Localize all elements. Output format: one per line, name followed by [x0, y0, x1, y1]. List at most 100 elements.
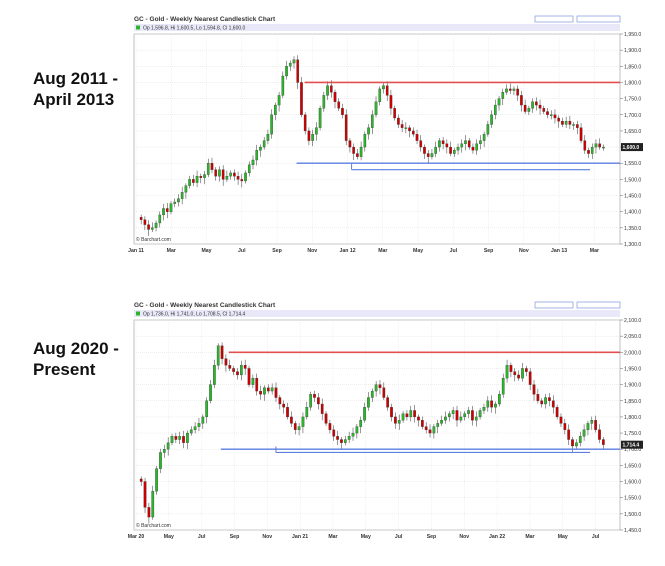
- candle-body: [214, 169, 218, 177]
- candle-body: [467, 140, 471, 148]
- candle-body: [259, 146, 262, 151]
- candle-body: [576, 124, 579, 128]
- candle-body: [516, 88, 519, 96]
- y-tick-label: 1,300.0: [624, 242, 641, 248]
- candle-body: [355, 426, 359, 434]
- candle-body: [401, 413, 405, 421]
- x-tick-label: Nov: [307, 248, 317, 254]
- ohlc-bar: [134, 310, 620, 317]
- y-tick-label: 2,050.0: [624, 334, 641, 340]
- candle-body: [329, 85, 333, 93]
- candle-body: [186, 432, 189, 443]
- candle-body: [478, 410, 482, 418]
- candle-body: [303, 114, 307, 132]
- candle-body: [378, 384, 382, 388]
- candle-body: [405, 413, 409, 418]
- candle-body: [568, 121, 572, 125]
- x-tick-label: Jan 12: [339, 248, 355, 254]
- y-tick-label: 1,500.0: [624, 177, 641, 183]
- candle-body: [292, 59, 296, 64]
- candle-body: [555, 407, 559, 418]
- candle-body: [464, 140, 467, 144]
- candle-body: [173, 201, 177, 204]
- candle-body: [240, 179, 244, 182]
- y-tick-label: 1,550.0: [624, 161, 641, 167]
- candle-body: [532, 384, 536, 395]
- candle-body: [165, 208, 169, 212]
- candle-body: [390, 407, 393, 418]
- candle-body: [374, 101, 378, 115]
- candle-body: [266, 387, 270, 392]
- candle-body: [297, 426, 301, 430]
- ohlc-readout: Op 1,596.8, Hi 1,600.5, Lo 1,594.8, Cl 1…: [143, 26, 246, 32]
- y-tick-label: 1,600.0: [624, 480, 641, 486]
- candle-body: [282, 403, 286, 408]
- chart-title: GC - Gold - Weekly Nearest Candlestick C…: [134, 302, 276, 309]
- candle-body: [382, 85, 385, 90]
- candle-body: [486, 400, 490, 408]
- candle-body: [508, 88, 512, 91]
- ohlc-readout: Op 1,736.0, Hi 1,741.0, Lo 1,708.5, Cl 1…: [143, 312, 246, 318]
- last-price-box: [621, 143, 643, 152]
- candle-body: [505, 88, 508, 93]
- candle-body: [572, 124, 575, 126]
- candle-body: [564, 121, 568, 125]
- candle-body: [571, 439, 574, 447]
- candle-body: [512, 88, 516, 91]
- candle-body: [347, 436, 351, 440]
- candle-body: [224, 358, 228, 366]
- candle-body: [474, 416, 478, 421]
- candle-body: [324, 413, 328, 424]
- ohlc-bar: [134, 24, 620, 31]
- x-tick-label: Jan 22: [489, 534, 505, 540]
- candle-body: [587, 150, 590, 154]
- credit-label: © Barchart.com: [136, 522, 171, 529]
- candle-body: [333, 92, 337, 102]
- candle-body: [598, 429, 601, 440]
- x-tick-label: Nov: [262, 534, 272, 540]
- candle-body: [296, 59, 300, 83]
- y-tick-label: 1,750.0: [624, 431, 641, 437]
- candle-body: [590, 146, 594, 154]
- candle-body: [490, 400, 494, 408]
- candle-body: [209, 384, 212, 401]
- plot-area: [133, 33, 621, 245]
- candle-body: [192, 179, 195, 183]
- candle-body: [538, 104, 542, 109]
- candle-body: [451, 410, 455, 414]
- candle-body: [322, 95, 326, 109]
- candle-body: [266, 134, 270, 141]
- candle-body: [389, 95, 393, 109]
- candle-body: [579, 127, 583, 141]
- candle-body: [411, 130, 415, 135]
- candle-body: [467, 410, 470, 414]
- candle-body: [274, 387, 278, 398]
- y-tick-label: 1,800.0: [624, 80, 641, 86]
- candle-body: [309, 394, 312, 408]
- candle-body: [229, 172, 232, 177]
- candle-body: [184, 185, 188, 193]
- candle-body: [206, 163, 210, 175]
- candle-body: [197, 423, 201, 427]
- candle-body: [394, 416, 397, 424]
- candle-body: [344, 114, 348, 141]
- candle-body: [247, 368, 251, 385]
- x-tick-label: Mar: [167, 248, 176, 254]
- candle-body: [453, 150, 456, 154]
- ohlc-swatch: [136, 311, 140, 316]
- candle-body: [243, 365, 247, 369]
- x-tick-label: Sep: [484, 248, 494, 254]
- candle-body: [315, 127, 318, 135]
- last-price-box: [621, 440, 643, 449]
- candle-body: [521, 368, 524, 379]
- y-tick-label: 1,650.0: [624, 129, 641, 135]
- candle-body: [213, 365, 216, 385]
- candle-body: [270, 114, 273, 135]
- y-tick-label: 1,700.0: [624, 113, 641, 119]
- candle-body: [221, 169, 225, 180]
- candle-body: [578, 436, 582, 443]
- candle-body: [326, 85, 329, 96]
- candle-body: [436, 423, 440, 427]
- candle-body: [404, 127, 408, 129]
- x-tick-label: Mar: [378, 248, 387, 254]
